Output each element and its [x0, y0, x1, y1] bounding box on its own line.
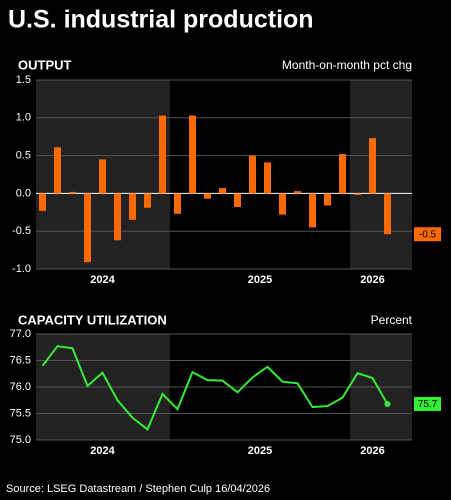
bar — [69, 191, 76, 194]
bar — [264, 162, 271, 194]
bar — [294, 191, 301, 194]
panel-title: OUTPUT — [18, 57, 72, 72]
line — [41, 345, 389, 431]
bar — [249, 155, 256, 194]
y-tick-label: 1.5 — [16, 74, 31, 86]
y-tick-label: -1.0 — [12, 263, 31, 275]
x-tick-label: 2026 — [360, 274, 384, 286]
y-tick-label: -0.5 — [12, 225, 31, 237]
bar — [39, 193, 46, 211]
bar — [324, 193, 331, 206]
bar — [174, 193, 181, 214]
bar — [339, 154, 346, 194]
y-tick-label: 76.0 — [10, 381, 31, 393]
value-label-box — [414, 396, 441, 411]
bar — [354, 193, 361, 195]
value-label-box — [414, 227, 441, 242]
y-tick-label: 0.5 — [16, 150, 31, 162]
bar — [189, 115, 196, 194]
y-tick-label: 77.0 — [10, 328, 31, 340]
bar — [54, 147, 61, 194]
panel-subtitle: Percent — [371, 313, 413, 327]
y-tick-label: 75.0 — [10, 434, 31, 446]
source: Source: LSEG Datastream / Stephen Culp 1… — [6, 483, 270, 495]
x-tick-label: 2025 — [248, 445, 272, 457]
bar — [384, 193, 391, 235]
panel-title: CAPACITY UTILIZATION — [18, 312, 167, 327]
x-tick-label: 2026 — [360, 445, 384, 457]
bar — [279, 193, 286, 215]
page-title: U.S. industrial production — [8, 6, 314, 34]
bar — [129, 193, 136, 220]
y-tick-label: 1.0 — [16, 112, 31, 124]
last-point — [384, 400, 391, 407]
bar — [219, 188, 226, 194]
x-tick-label: 2025 — [248, 274, 272, 286]
value-label: 75.7 — [418, 399, 438, 410]
bar — [99, 159, 106, 194]
bar — [114, 193, 121, 241]
y-tick-label: 76.5 — [10, 354, 31, 366]
value-label: -0.5 — [419, 229, 437, 240]
y-tick-label: 0.0 — [16, 187, 31, 199]
period-shade — [350, 80, 412, 269]
bar — [369, 138, 376, 194]
bar — [144, 193, 151, 208]
bar — [309, 193, 316, 228]
bar — [84, 193, 91, 263]
bar — [204, 193, 211, 199]
x-tick-label: 2024 — [90, 445, 115, 457]
bar — [234, 193, 241, 208]
panel-subtitle: Month-on-month pct chg — [282, 58, 412, 72]
y-tick-label: 75.5 — [10, 407, 31, 419]
x-tick-label: 2024 — [90, 274, 115, 286]
bar — [159, 115, 166, 194]
